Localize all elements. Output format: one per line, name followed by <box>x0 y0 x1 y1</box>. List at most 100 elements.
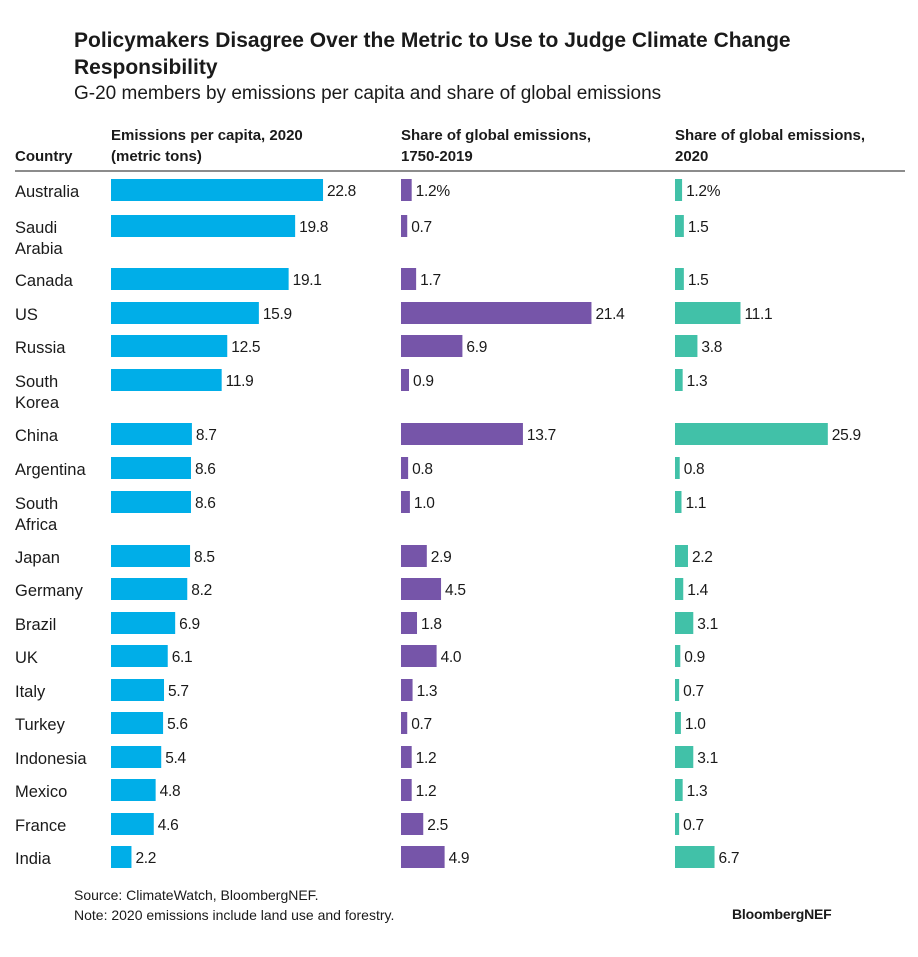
data-label: 1.0 <box>414 495 435 512</box>
data-label: 0.7 <box>683 817 704 834</box>
data-label: 13.7 <box>527 427 556 444</box>
bar <box>675 846 715 868</box>
category-header: Country <box>15 148 73 165</box>
data-label: 2.5 <box>427 817 448 834</box>
bar <box>675 779 683 801</box>
bar <box>401 679 413 701</box>
source-notes: Source: ClimateWatch, BloombergNEF. Note… <box>74 885 394 925</box>
bar <box>401 215 408 237</box>
bar <box>401 813 424 835</box>
data-label: 22.8 <box>327 183 356 200</box>
category-label: China <box>15 427 59 445</box>
category-label: Russia <box>15 339 66 357</box>
bar <box>675 215 684 237</box>
data-label: 1.3 <box>417 683 438 700</box>
bar <box>675 369 683 391</box>
data-label: 8.6 <box>195 461 216 478</box>
category-label: India <box>15 850 52 868</box>
bar <box>111 179 324 201</box>
data-label: 1.2% <box>686 183 721 200</box>
bar <box>111 645 168 667</box>
bar <box>675 813 680 835</box>
data-label: 5.6 <box>167 716 188 733</box>
series-header: 1750-2019 <box>401 148 473 165</box>
data-label: 1.5 <box>688 219 709 236</box>
data-label: 1.2 <box>416 783 437 800</box>
data-label: 8.2 <box>191 582 212 599</box>
bar <box>111 457 191 479</box>
bar <box>401 457 409 479</box>
category-label: Japan <box>15 549 60 567</box>
bar <box>401 268 417 290</box>
data-label: 15.9 <box>263 306 292 323</box>
data-label: 19.8 <box>299 219 328 236</box>
bar <box>401 335 463 357</box>
note-text: Note: 2020 emissions include land use an… <box>74 907 395 923</box>
bar <box>675 423 828 445</box>
series-header: Share of global emissions, <box>401 127 591 144</box>
bar <box>675 545 688 567</box>
category-label: Africa <box>15 516 58 534</box>
bar <box>111 335 228 357</box>
data-label: 1.1 <box>685 495 706 512</box>
bar <box>675 179 683 201</box>
data-label: 11.1 <box>744 306 772 323</box>
data-label: 0.8 <box>684 461 705 478</box>
category-label: UK <box>15 649 38 667</box>
data-label: 21.4 <box>595 306 625 323</box>
bar <box>111 491 191 513</box>
chart-subtitle: G-20 members by emissions per capita and… <box>74 83 662 104</box>
category-label: Indonesia <box>15 750 87 768</box>
bar <box>675 335 698 357</box>
bar <box>401 423 523 445</box>
data-label: 0.7 <box>411 219 432 236</box>
bar <box>675 679 680 701</box>
bar-chart: Country Emissions per capita, 2020 (metric… <box>15 127 905 868</box>
data-label: 4.8 <box>160 783 181 800</box>
bar <box>401 491 410 513</box>
bar <box>111 302 259 324</box>
bar <box>675 491 682 513</box>
bar <box>401 545 427 567</box>
source-text: Source: ClimateWatch, BloombergNEF. <box>74 887 319 903</box>
bar <box>111 712 164 734</box>
category-label: Argentina <box>15 461 86 479</box>
data-label: 1.8 <box>421 616 442 633</box>
data-label: 1.2 <box>416 750 437 767</box>
category-label: South <box>15 373 58 391</box>
data-label: 1.0 <box>685 716 706 733</box>
bar <box>111 545 191 567</box>
data-label: 6.1 <box>172 649 193 666</box>
data-label: 2.2 <box>692 549 713 566</box>
data-label: 1.4 <box>687 582 708 599</box>
bar <box>401 179 412 201</box>
data-label: 0.9 <box>413 373 434 390</box>
data-label: 12.5 <box>231 339 260 356</box>
series-header: 2020 <box>675 148 708 165</box>
data-label: 4.5 <box>445 582 466 599</box>
bar <box>111 578 188 600</box>
bar <box>401 612 418 634</box>
data-label: 2.9 <box>431 549 452 566</box>
bar <box>675 612 694 634</box>
category-label: Brazil <box>15 616 56 634</box>
data-label: 11.9 <box>226 373 254 390</box>
data-label: 4.0 <box>441 649 462 666</box>
data-label: 0.8 <box>412 461 433 478</box>
bar <box>401 846 445 868</box>
data-label: 1.3 <box>687 373 708 390</box>
series-header: (metric tons) <box>111 148 202 165</box>
category-label: Mexico <box>15 783 67 801</box>
bar <box>675 746 694 768</box>
data-label: 1.7 <box>420 272 441 289</box>
data-label: 0.9 <box>684 649 705 666</box>
bar <box>401 746 412 768</box>
category-label: Turkey <box>15 716 66 734</box>
brand-logo: BloombergNEF <box>732 906 832 922</box>
bar <box>111 423 192 445</box>
bar <box>675 645 681 667</box>
data-label: 0.7 <box>683 683 704 700</box>
bar <box>675 302 741 324</box>
series-header: Emissions per capita, 2020 <box>111 127 303 144</box>
category-label: South <box>15 495 58 513</box>
